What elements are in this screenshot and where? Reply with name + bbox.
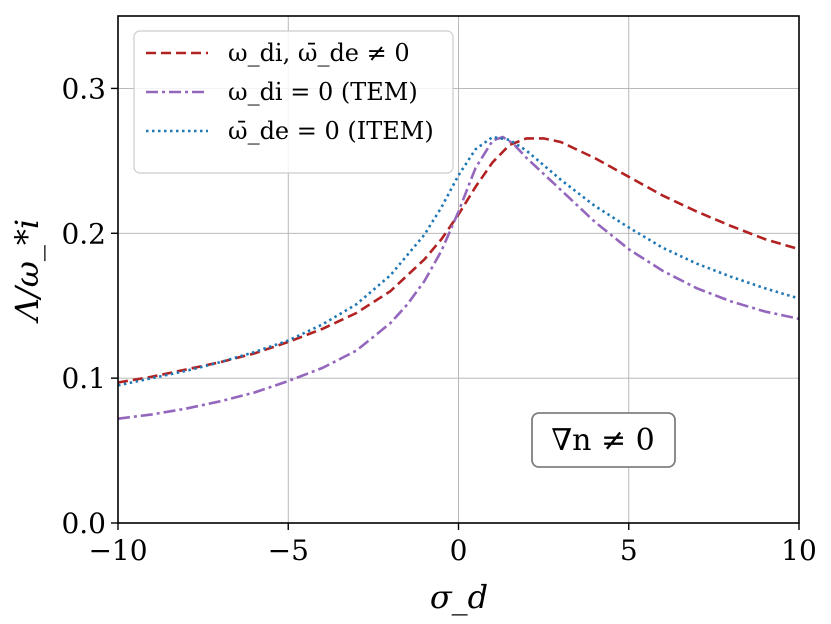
curves — [117, 135, 800, 420]
legend: ω_di, ω̄_de ≠ 0 ω_di = 0 (TEM) ω̄_de = 0 (… — [133, 30, 454, 174]
x-tick-label: −10 — [88, 534, 147, 567]
y-tick-label: 0.2 — [61, 217, 106, 250]
series-line-2 — [117, 135, 800, 420]
legend-box — [133, 30, 454, 174]
series-line-3 — [117, 135, 800, 387]
legend-label-3: ω̄_de = 0 (ITEM) — [228, 117, 434, 145]
y-tick-label: 0.0 — [61, 507, 106, 540]
x-axis-label: σ_d — [430, 578, 488, 616]
annotation: ∇n ≠ 0 — [531, 412, 676, 468]
y-axis-label: Λ/ω_*i — [8, 219, 46, 324]
x-tick-label: 0 — [450, 534, 468, 567]
x-tick-label: 5 — [620, 534, 638, 567]
ticks: −10 −5 0 5 10 0.0 0.1 0.2 0.3 — [61, 72, 816, 567]
annotation-text: ∇n ≠ 0 — [551, 423, 655, 458]
legend-label-1: ω_di, ω̄_de ≠ 0 — [228, 39, 410, 67]
y-tick-label: 0.3 — [61, 72, 106, 105]
y-tick-label: 0.1 — [61, 362, 106, 395]
x-tick-label: 10 — [781, 534, 817, 567]
annotation-box — [531, 412, 676, 468]
x-tick-label: −5 — [268, 534, 309, 567]
legend-label-2: ω_di = 0 (TEM) — [228, 78, 418, 106]
series-line-1 — [117, 137, 800, 384]
